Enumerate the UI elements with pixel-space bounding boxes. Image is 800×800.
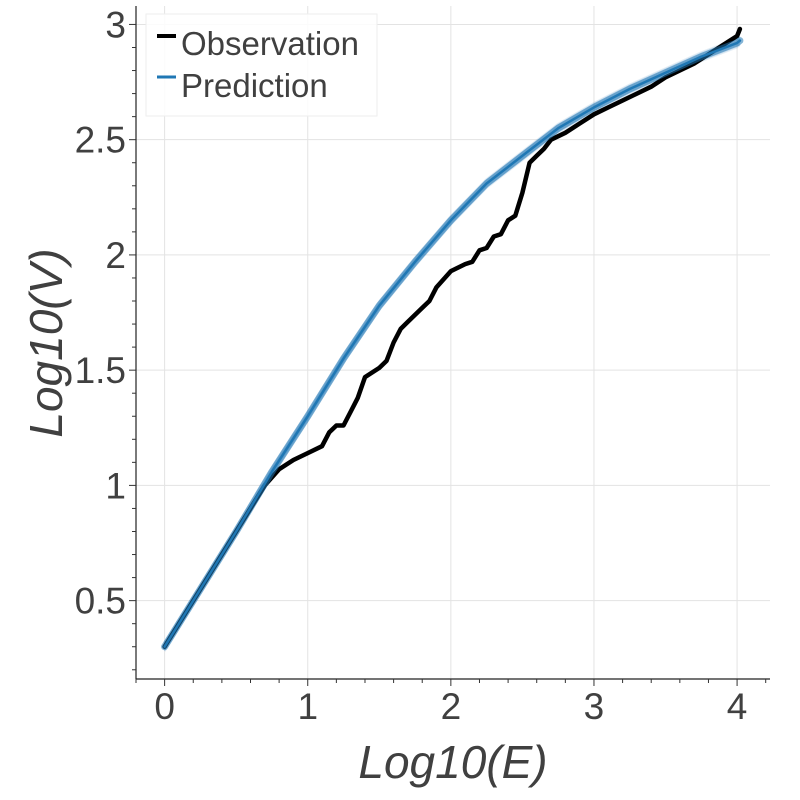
ticks [129,23,767,686]
legend-box [145,13,378,117]
x-tick-label: 3 [584,686,605,727]
series-band-prediction [161,37,744,651]
y-tick-label: 1.5 [75,350,126,391]
y-axis-title: Log10(V) [20,248,72,437]
prediction-ensemble-line [163,42,741,650]
series-layer [161,26,744,651]
prediction-ensemble-line [163,38,741,646]
prediction-ensemble-line [163,35,741,643]
prediction-ensemble-line [163,38,741,647]
series-line-observation [162,26,743,649]
legend-label-prediction: Prediction [181,67,328,104]
prediction-ensemble-line [163,37,741,645]
y-tick-label: 3 [105,4,126,45]
y-tick-label: 2 [105,235,126,276]
x-tick-label: 2 [441,686,462,727]
axes [135,6,770,680]
prediction-ensemble [163,35,741,652]
series-line-prediction [163,39,742,648]
x-tick-label: 4 [727,686,748,727]
prediction-ensemble-line [163,40,741,649]
y-tick-label: 1 [105,465,126,506]
prediction-ensemble-line [163,44,741,652]
x-tick-label: 1 [297,686,318,727]
legend: Observation Prediction [145,13,378,117]
x-axis-title: Log10(E) [358,736,547,788]
prediction-ensemble-line [163,36,741,644]
prediction-ensemble-line [163,43,741,651]
y-tick-label: 0.5 [75,581,126,622]
y-tick-label: 2.5 [75,120,126,161]
legend-label-observation: Observation [181,25,359,62]
tick-labels: 0 1 2 3 4 0.5 1 1.5 2 2.5 3 [75,4,748,727]
x-tick-label: 0 [154,686,175,727]
prediction-ensemble-line [163,41,741,650]
